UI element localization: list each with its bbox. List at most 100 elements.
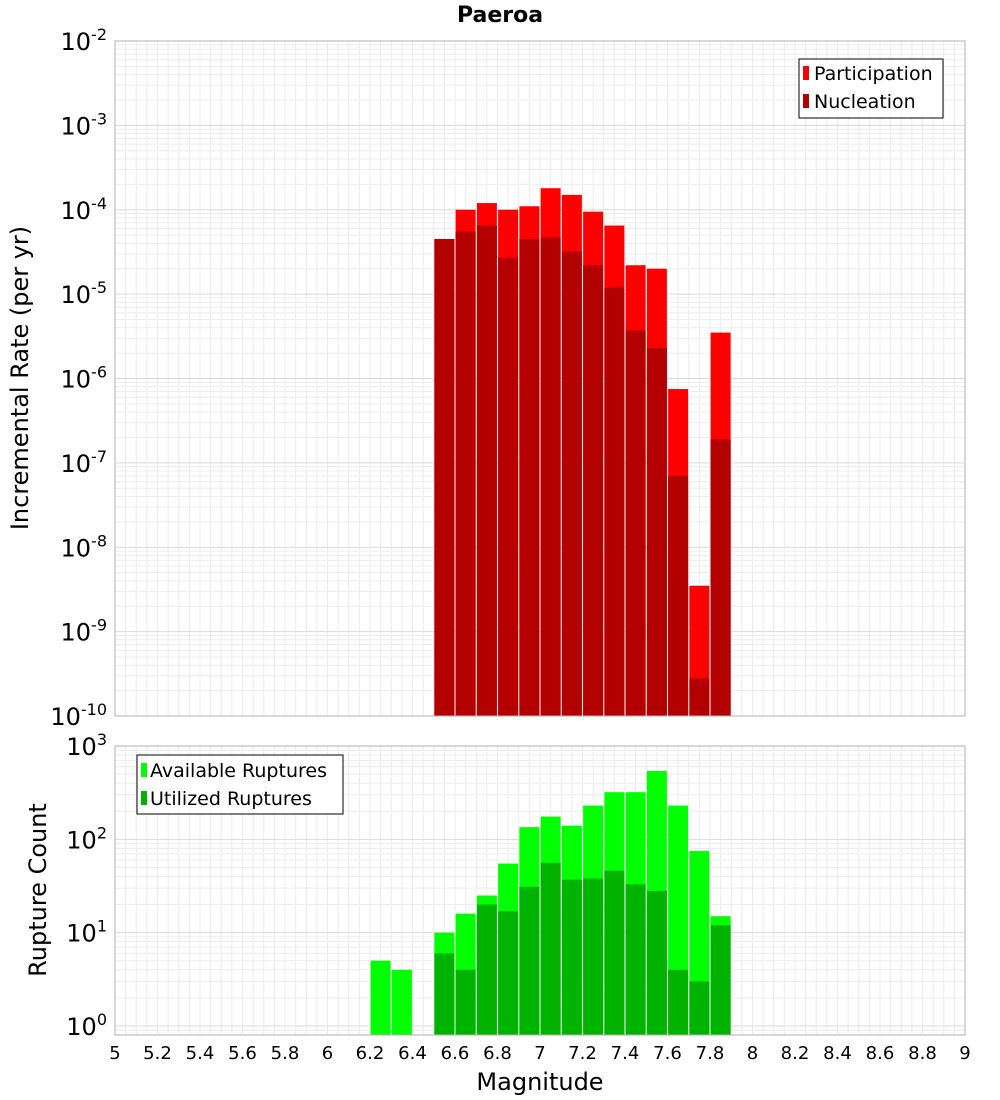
top-y-axis-label: Incremental Rate (per yr)	[6, 226, 34, 530]
bar-nucleation	[625, 330, 646, 716]
x-tick-label: 7.2	[568, 1043, 597, 1064]
bar-utilized-ruptures	[519, 886, 540, 1035]
x-tick-label: 7.8	[696, 1043, 725, 1064]
x-tick-label: 8.6	[866, 1043, 895, 1064]
bar-utilized-ruptures	[540, 862, 561, 1035]
bar-nucleation	[561, 251, 582, 716]
bar-nucleation	[646, 347, 667, 716]
legend-swatch-available-ruptures	[141, 763, 147, 777]
bar-utilized-ruptures	[434, 953, 455, 1035]
bar-nucleation	[498, 257, 519, 716]
legend-label-available-ruptures: Available Ruptures	[150, 760, 327, 782]
bar-utilized-ruptures	[625, 884, 646, 1035]
top-plot-panel: 10-210-310-410-510-610-710-810-910-10 In…	[6, 25, 966, 731]
y-tick-label: 102	[66, 823, 107, 854]
bar-nucleation	[540, 237, 561, 716]
bar-utilized-ruptures	[583, 878, 604, 1035]
y-tick-exponent: -8	[91, 531, 107, 550]
top-gridlines	[114, 40, 966, 717]
y-tick-label: 10-7	[61, 447, 108, 478]
x-tick-label: 8.2	[781, 1043, 810, 1064]
bar-utilized-ruptures	[689, 981, 710, 1035]
bottom-legend: Available Ruptures Utilized Ruptures	[136, 754, 344, 815]
y-tick-exponent: 2	[97, 823, 107, 842]
legend-label-utilized-ruptures: Utilized Ruptures	[150, 788, 312, 810]
x-tick-label: 6	[322, 1043, 333, 1064]
x-tick-label: 7.6	[653, 1043, 682, 1064]
y-tick-base: 10	[61, 366, 92, 394]
bar-nucleation	[583, 265, 604, 716]
y-tick-base: 10	[61, 112, 92, 140]
legend-swatch-nucleation	[803, 94, 809, 108]
x-tick-label: 6.6	[441, 1043, 470, 1064]
y-tick-exponent: -3	[91, 109, 107, 128]
legend-label-participation: Participation	[814, 63, 933, 85]
y-tick-label: 10-10	[50, 700, 107, 731]
y-tick-exponent: -10	[81, 700, 107, 719]
y-tick-base: 10	[66, 733, 97, 761]
bottom-y-axis-label: Rupture Count	[24, 803, 52, 977]
y-tick-exponent: 3	[97, 730, 107, 749]
bar-utilized-ruptures	[476, 904, 497, 1035]
y-tick-label: 101	[66, 917, 107, 948]
x-tick-label: 8.8	[908, 1043, 937, 1064]
bar-utilized-ruptures	[498, 911, 519, 1035]
legend-swatch-utilized-ruptures	[141, 791, 147, 805]
legend-label-nucleation: Nucleation	[814, 91, 916, 113]
y-tick-exponent: -7	[91, 447, 107, 466]
bar-nucleation	[519, 239, 540, 716]
bar-nucleation	[604, 287, 625, 716]
bar-nucleation	[455, 231, 476, 716]
chart-title: Paeroa	[457, 3, 543, 28]
y-tick-label: 10-3	[61, 109, 108, 140]
x-tick-label: 5.2	[143, 1043, 172, 1064]
y-tick-exponent: -6	[91, 363, 107, 382]
y-tick-exponent: 1	[97, 917, 107, 936]
y-tick-label: 10-6	[61, 363, 108, 394]
y-tick-label: 103	[66, 730, 107, 761]
y-tick-base: 10	[61, 619, 92, 647]
x-tick-label: 5	[109, 1043, 120, 1064]
x-tick-label: 8.4	[823, 1043, 852, 1064]
y-tick-base: 10	[61, 534, 92, 562]
x-tick-label: 6.2	[356, 1043, 385, 1064]
x-tick-label: 5.8	[271, 1043, 300, 1064]
top-legend-box	[798, 58, 944, 119]
bar-utilized-ruptures	[604, 870, 625, 1035]
y-tick-base: 10	[66, 1013, 97, 1041]
x-tick-label: 8	[747, 1043, 758, 1064]
y-tick-exponent: -4	[91, 194, 107, 213]
x-tick-label: 7	[534, 1043, 545, 1064]
legend-swatch-participation	[803, 66, 809, 80]
top-legend: Participation Nucleation	[798, 58, 944, 119]
x-tick-label: 9	[959, 1043, 970, 1064]
y-tick-base: 10	[61, 28, 92, 56]
x-tick-label: 5.6	[228, 1043, 257, 1064]
y-tick-label: 100	[66, 1010, 107, 1041]
bar-nucleation	[668, 475, 689, 716]
bar-nucleation	[689, 678, 710, 716]
y-tick-base: 10	[66, 920, 97, 948]
top-y-tick-labels: 10-210-310-410-510-610-710-810-910-10	[50, 25, 107, 731]
bar-nucleation	[710, 439, 731, 716]
y-tick-base: 10	[61, 281, 92, 309]
bar-nucleation	[434, 239, 455, 716]
y-tick-label: 10-9	[61, 616, 108, 647]
x-tick-label: 5.4	[186, 1043, 215, 1064]
bar-utilized-ruptures	[710, 925, 731, 1035]
y-tick-base: 10	[50, 703, 81, 731]
y-tick-exponent: -9	[91, 616, 107, 635]
y-tick-exponent: -2	[91, 25, 107, 44]
bar-available-ruptures	[391, 969, 412, 1035]
y-tick-label: 10-4	[61, 194, 108, 225]
bar-utilized-ruptures	[561, 879, 582, 1035]
y-tick-base: 10	[61, 197, 92, 225]
x-tick-labels: 5 5.2 5.4 5.6 5.8 6 6.2 6.4 6.6 6.8 7 7.2 7.4 7.6 7.8 8…	[109, 1043, 970, 1064]
bar-nucleation	[476, 225, 497, 716]
x-tick-label: 7.4	[611, 1043, 640, 1064]
x-tick-label: 6.8	[483, 1043, 512, 1064]
y-tick-exponent: -5	[91, 278, 107, 297]
